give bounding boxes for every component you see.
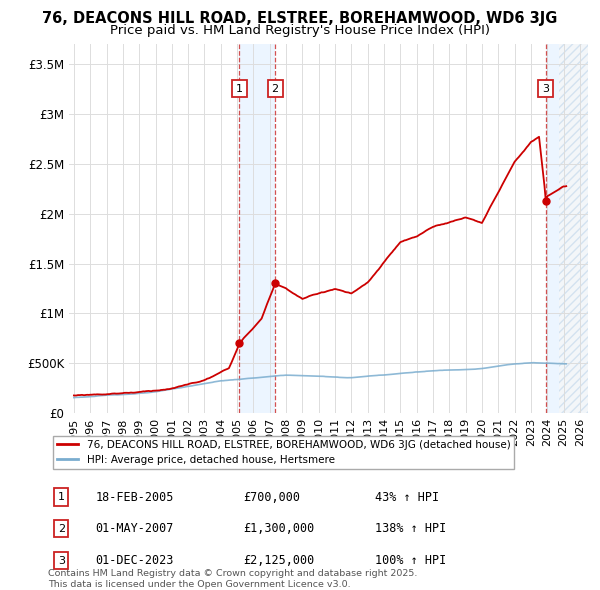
Text: 138% ↑ HPI: 138% ↑ HPI <box>376 522 446 535</box>
Text: 1: 1 <box>58 492 65 502</box>
Text: 76, DEACONS HILL ROAD, ELSTREE, BOREHAMWOOD, WD6 3JG: 76, DEACONS HILL ROAD, ELSTREE, BOREHAMW… <box>43 11 557 25</box>
Text: 2: 2 <box>272 84 278 93</box>
Bar <box>239 44 275 413</box>
Text: Price paid vs. HM Land Registry's House Price Index (HPI): Price paid vs. HM Land Registry's House … <box>110 24 490 37</box>
Text: £2,125,000: £2,125,000 <box>244 554 314 567</box>
Bar <box>559 44 588 413</box>
Bar <box>546 44 559 413</box>
Text: 01-MAY-2007: 01-MAY-2007 <box>95 522 174 535</box>
Bar <box>559 44 588 413</box>
Text: 01-DEC-2023: 01-DEC-2023 <box>95 554 174 567</box>
Text: 3: 3 <box>542 84 550 93</box>
Text: Contains HM Land Registry data © Crown copyright and database right 2025.
This d: Contains HM Land Registry data © Crown c… <box>48 569 418 589</box>
Text: 2: 2 <box>58 524 65 534</box>
Text: £1,300,000: £1,300,000 <box>244 522 314 535</box>
Text: 43% ↑ HPI: 43% ↑ HPI <box>376 490 439 503</box>
Legend: 76, DEACONS HILL ROAD, ELSTREE, BOREHAMWOOD, WD6 3JG (detached house), HPI: Aver: 76, DEACONS HILL ROAD, ELSTREE, BOREHAMW… <box>53 436 514 470</box>
Text: 100% ↑ HPI: 100% ↑ HPI <box>376 554 446 567</box>
Text: £700,000: £700,000 <box>244 490 301 503</box>
Text: 18-FEB-2005: 18-FEB-2005 <box>95 490 174 503</box>
Text: 3: 3 <box>58 556 65 566</box>
Text: 1: 1 <box>236 84 242 93</box>
